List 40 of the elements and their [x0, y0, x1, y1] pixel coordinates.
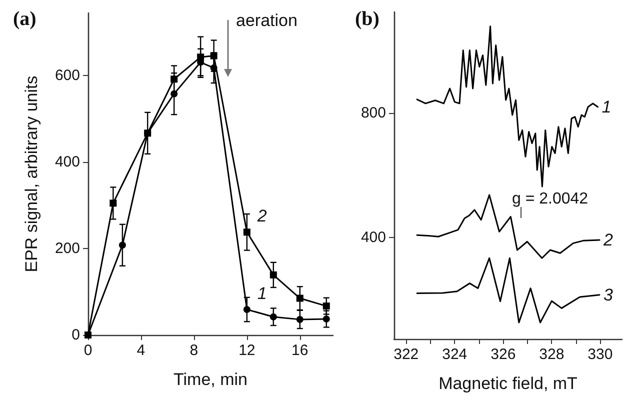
- y-axis-title: EPR signal, arbitrary units: [22, 76, 41, 272]
- y-tick-label: 800: [360, 104, 386, 122]
- y-tick-label: 200: [54, 240, 80, 258]
- x-tick-label: 8: [190, 342, 198, 359]
- y-tick-label: 400: [54, 154, 80, 171]
- x-tick-label: 12: [238, 342, 256, 359]
- point: [243, 228, 250, 236]
- line-series: [416, 257, 600, 324]
- series-label: 1: [602, 97, 612, 116]
- x-tick-label: 322: [394, 346, 419, 363]
- y-tick-label: 600: [54, 67, 80, 84]
- point: [170, 76, 178, 83]
- point: [118, 242, 126, 249]
- series-label: 3: [603, 285, 614, 304]
- line-series: [416, 194, 600, 259]
- x-tick-label: 0: [84, 342, 92, 359]
- series-label: 1: [257, 284, 267, 303]
- point: [270, 313, 277, 320]
- x-tick-label: 4: [136, 342, 146, 359]
- annotation: aeration: [236, 11, 298, 30]
- x-tick-label: 330: [588, 346, 613, 363]
- chart-title: (b): [355, 8, 380, 30]
- x-tick-label: 324: [442, 346, 468, 363]
- y-tick-label: 0: [72, 326, 80, 344]
- point: [110, 200, 117, 207]
- series-label: 2: [602, 230, 614, 250]
- annotation: g = 2.0042: [512, 190, 588, 208]
- line-series: [416, 26, 598, 188]
- x-tick-label: 326: [490, 346, 516, 363]
- point: [243, 306, 250, 313]
- series-label: 2: [256, 206, 268, 226]
- chart-title: (a): [13, 8, 36, 30]
- x-axis-title: Magnetic field, mT: [438, 374, 578, 393]
- point: [296, 294, 304, 302]
- point: [296, 316, 304, 323]
- point: [270, 271, 277, 278]
- x-tick-label: 328: [539, 346, 564, 363]
- x-axis-title: Time, min: [174, 370, 248, 389]
- x-tick-label: 16: [292, 342, 308, 359]
- y-tick-label: 400: [360, 228, 386, 246]
